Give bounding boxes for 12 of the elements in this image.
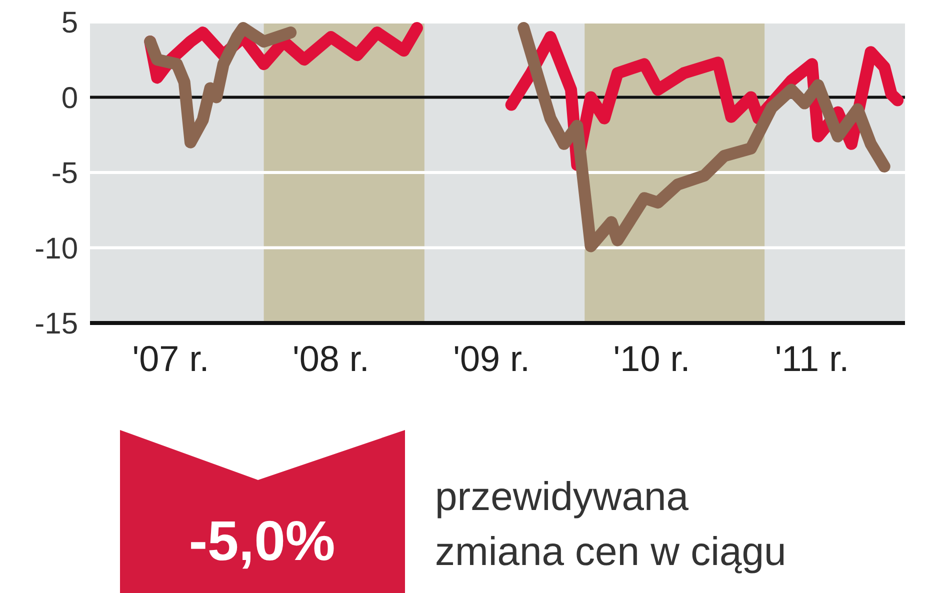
y-tick-label: 5 (61, 6, 78, 40)
y-tick-label: -15 (34, 308, 78, 340)
x-tick-label: '07 r. (132, 338, 210, 379)
y-tick-label: -10 (34, 232, 78, 266)
x-tick-label: '11 r. (774, 338, 850, 379)
x-tick-label: '10 r. (613, 338, 690, 379)
x-tick-label: '09 r. (453, 338, 530, 379)
y-tick-label: -5 (51, 157, 78, 190)
y-tick-label: 0 (61, 82, 78, 115)
text: przewidywana zmiana cen w ciągu (435, 475, 786, 574)
x-tick-label: '08 r. (292, 338, 370, 379)
text: -5,0% (188, 509, 336, 572)
